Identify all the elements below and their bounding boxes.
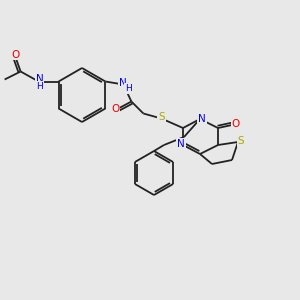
Text: S: S	[238, 136, 244, 146]
Text: N: N	[118, 77, 126, 88]
Text: H: H	[125, 84, 132, 93]
Text: O: O	[232, 119, 240, 129]
Text: O: O	[11, 50, 20, 59]
Text: N: N	[177, 139, 185, 149]
Text: S: S	[158, 112, 165, 122]
Text: N: N	[198, 114, 206, 124]
Text: N: N	[36, 74, 43, 85]
Text: O: O	[111, 104, 119, 115]
Text: H: H	[36, 82, 43, 91]
